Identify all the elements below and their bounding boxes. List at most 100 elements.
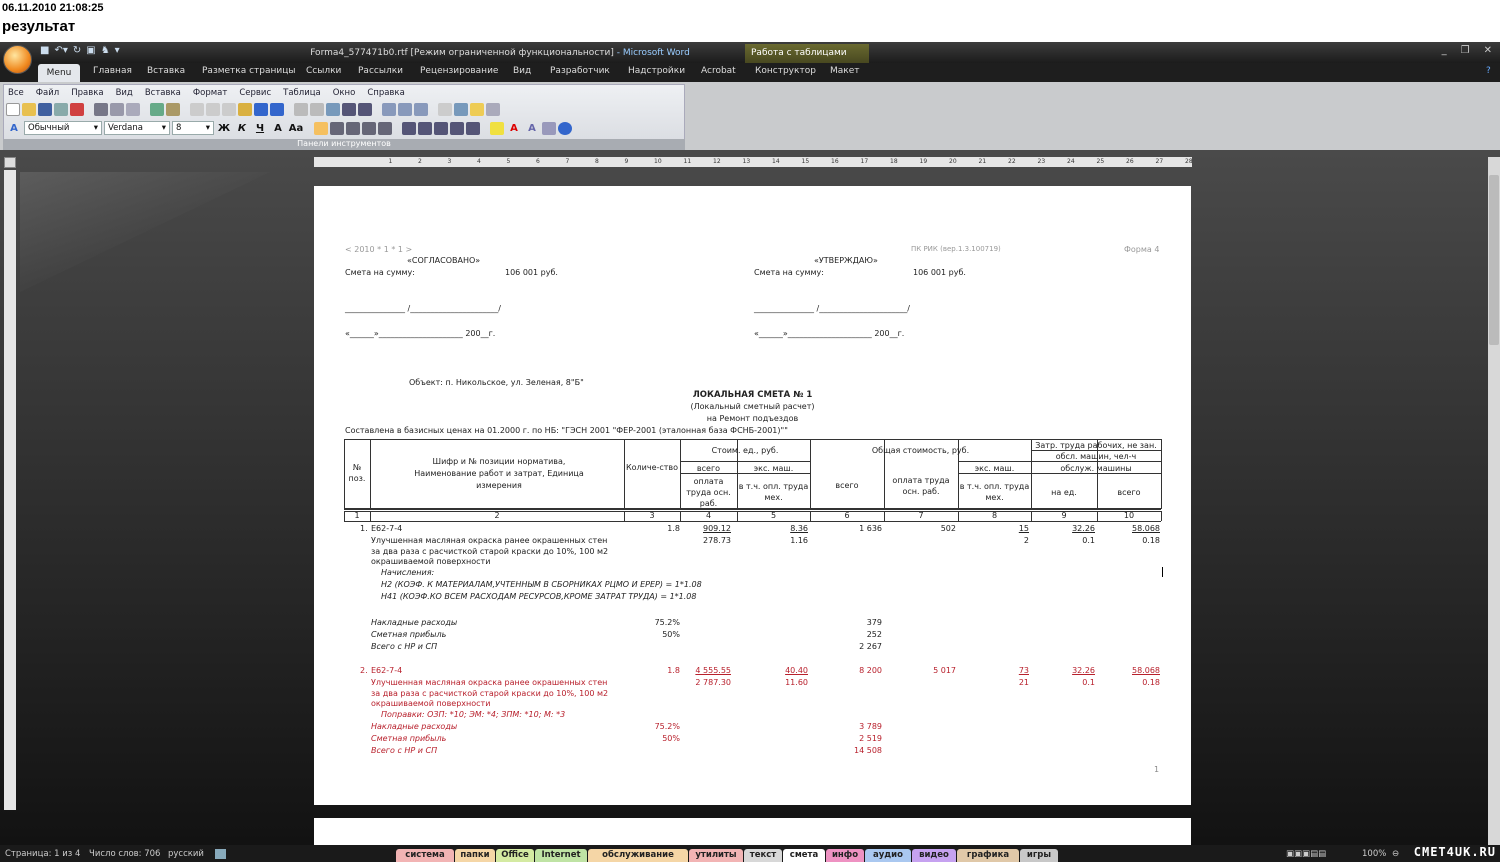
status-page[interactable]: Страница: 1 из 4 xyxy=(5,849,81,859)
menu-edit[interactable]: Правка xyxy=(71,88,104,98)
office-button[interactable] xyxy=(3,45,32,74)
increase-indent-icon[interactable] xyxy=(450,121,464,135)
help-icon[interactable] xyxy=(558,121,572,135)
tab-references[interactable]: Ссылки xyxy=(306,66,342,76)
tab-page-layout[interactable]: Разметка страницы xyxy=(202,66,296,76)
align-left-icon[interactable] xyxy=(314,121,328,135)
tab-layout[interactable]: Макет xyxy=(830,66,860,76)
print-preview-icon[interactable]: ▣ xyxy=(86,45,96,56)
tab-insert[interactable]: Вставка xyxy=(147,66,186,76)
justify-icon[interactable] xyxy=(362,121,376,135)
zoom-level[interactable]: 100% xyxy=(1362,849,1387,859)
preview-icon[interactable] xyxy=(110,103,124,116)
open-icon[interactable] xyxy=(22,103,36,116)
find-icon[interactable]: ♞ xyxy=(100,45,110,56)
restore-icon[interactable]: ❐ xyxy=(1460,45,1470,56)
scrollbar-thumb[interactable] xyxy=(1489,175,1499,345)
launcher-tab[interactable]: текст xyxy=(744,849,782,862)
vertical-ruler[interactable] xyxy=(4,170,16,810)
tables-borders-icon[interactable] xyxy=(310,103,324,116)
cut-icon[interactable] xyxy=(190,103,204,116)
status-words[interactable]: Число слов: 706 xyxy=(89,849,161,859)
columns-icon[interactable] xyxy=(342,103,356,116)
help-icon[interactable]: ? xyxy=(1486,66,1491,76)
spelling-check-icon[interactable] xyxy=(542,121,556,135)
redo-icon[interactable]: ↻ xyxy=(72,45,82,56)
new-icon[interactable] xyxy=(6,103,20,116)
launcher-tab[interactable]: графика xyxy=(957,849,1019,862)
document-page-2[interactable] xyxy=(314,818,1191,848)
research-icon[interactable] xyxy=(126,103,140,116)
copy-icon[interactable] xyxy=(206,103,220,116)
macro-icon[interactable] xyxy=(215,849,226,859)
zoom-icon[interactable] xyxy=(398,103,412,116)
menu-insert[interactable]: Вставка xyxy=(144,88,181,98)
bold-button[interactable]: Ж xyxy=(217,122,231,134)
frame-icon[interactable] xyxy=(438,103,452,116)
sort-icon[interactable] xyxy=(466,121,480,135)
launcher-tab[interactable]: Office xyxy=(496,849,534,862)
align-right-icon[interactable] xyxy=(346,121,360,135)
envelope-icon[interactable] xyxy=(454,103,468,116)
align-center-icon[interactable] xyxy=(330,121,344,135)
style-combo[interactable]: Обычный ▾ xyxy=(24,121,102,135)
undo-icon[interactable] xyxy=(254,103,268,116)
text-effects-icon[interactable]: A xyxy=(528,122,536,134)
grow-font-icon[interactable]: A xyxy=(274,122,282,134)
hyperlink-icon[interactable] xyxy=(294,103,308,116)
change-case-icon[interactable]: Aa xyxy=(288,122,304,134)
menu-table[interactable]: Таблица xyxy=(283,88,321,98)
launcher-tab[interactable]: обслуживание xyxy=(588,849,688,862)
launcher-tab[interactable]: система xyxy=(396,849,454,862)
research-book-icon[interactable] xyxy=(166,103,180,116)
font-color-icon[interactable]: A xyxy=(510,122,518,134)
tab-selector[interactable] xyxy=(4,157,16,168)
menu-file[interactable]: Файл xyxy=(35,88,60,98)
save-icon[interactable] xyxy=(38,103,52,116)
decrease-indent-icon[interactable] xyxy=(434,121,448,135)
tab-review[interactable]: Рецензирование xyxy=(420,66,499,76)
save-icon[interactable]: ■ xyxy=(40,45,50,56)
view-buttons[interactable]: ▣▣▣▤▤ xyxy=(1286,849,1327,859)
menu-tools[interactable]: Сервис xyxy=(239,88,272,98)
italic-button[interactable]: К xyxy=(237,122,247,134)
spelling-icon[interactable] xyxy=(150,103,164,116)
document-map-icon[interactable] xyxy=(382,103,396,116)
menu-format[interactable]: Формат xyxy=(192,88,228,98)
pdf-icon[interactable] xyxy=(70,103,84,116)
tab-addins[interactable]: Надстройки xyxy=(628,66,686,76)
line-spacing-icon[interactable] xyxy=(378,121,392,135)
menu-window[interactable]: Окно xyxy=(332,88,356,98)
underline-button[interactable]: Ч xyxy=(255,122,265,134)
tab-design[interactable]: Конструктор xyxy=(755,66,816,76)
menu-all[interactable]: Все xyxy=(8,88,24,98)
print-icon[interactable] xyxy=(94,103,108,116)
styles-icon[interactable]: A xyxy=(10,122,18,134)
tab-home[interactable]: Главная xyxy=(93,66,132,76)
bullets-icon[interactable] xyxy=(418,121,432,135)
undo-icon[interactable]: ↶▾ xyxy=(54,45,68,56)
launcher-tab[interactable]: Internet xyxy=(535,849,587,862)
launcher-tab[interactable]: утилиты xyxy=(689,849,743,862)
menu-view[interactable]: Вид xyxy=(115,88,133,98)
launcher-tab[interactable]: инфо xyxy=(826,849,864,862)
drawing-icon[interactable] xyxy=(358,103,372,116)
tab-acrobat[interactable]: Acrobat xyxy=(701,66,736,76)
tab-view[interactable]: Вид xyxy=(513,66,532,76)
launcher-tab[interactable]: папки xyxy=(455,849,495,862)
launcher-tab[interactable]: игры xyxy=(1020,849,1058,862)
highlight-icon[interactable] xyxy=(470,103,484,116)
tab-developer[interactable]: Разработчик xyxy=(550,66,610,76)
fit-icon[interactable] xyxy=(414,103,428,116)
minimize-icon[interactable]: _ xyxy=(1441,45,1447,56)
launcher-tab[interactable]: аудио xyxy=(865,849,911,862)
horizontal-ruler[interactable]: 1 2 3 4 5 6 7 8 9 10 11 12 13 14 15 16 17 18 19 20 21 22 23 24 2… xyxy=(314,157,1192,167)
redo-icon[interactable] xyxy=(270,103,284,116)
document-page[interactable]: < 2010 * 1 * 1 > ПК РИК (вер.1.3.100719)… xyxy=(314,186,1191,805)
numbering-icon[interactable] xyxy=(402,121,416,135)
insert-table-icon[interactable] xyxy=(326,103,340,116)
font-combo[interactable]: Verdana ▾ xyxy=(104,121,170,135)
paste-icon[interactable] xyxy=(222,103,236,116)
highlight-color-icon[interactable] xyxy=(490,121,504,135)
font-size-combo[interactable]: 8 ▾ xyxy=(172,121,214,135)
